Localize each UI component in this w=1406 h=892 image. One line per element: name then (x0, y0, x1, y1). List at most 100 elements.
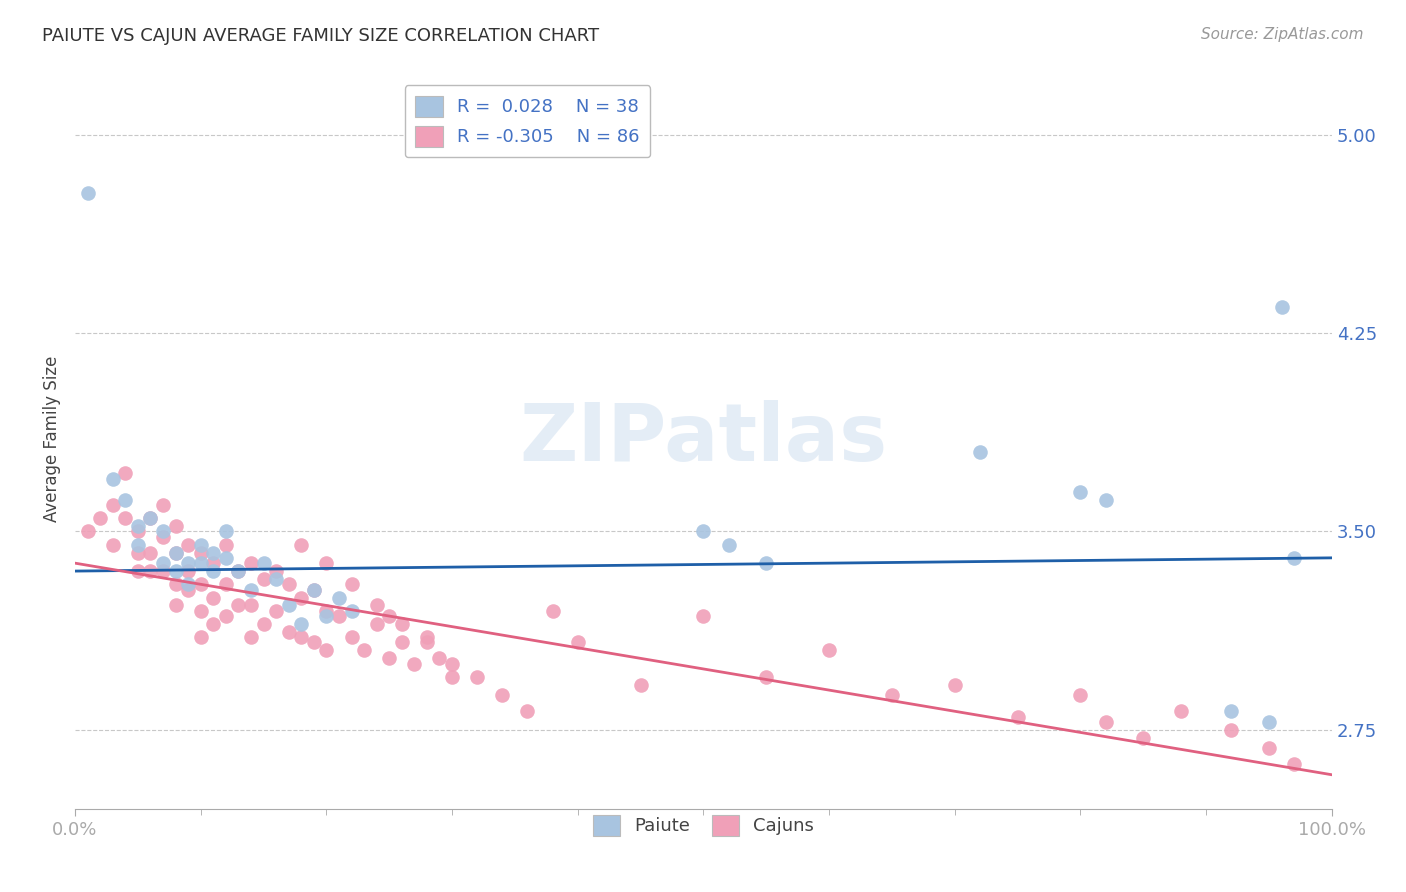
Point (1282, 550, 1305, 565)
Point (1270, 300, 1292, 314)
Point (152, 556, 174, 570)
Point (943, 678, 966, 692)
Point (302, 582, 325, 597)
Point (152, 564, 174, 578)
Point (165, 545, 187, 559)
Point (1132, 731, 1154, 745)
Point (228, 564, 250, 578)
Point (101, 498, 124, 512)
Point (215, 550, 238, 565)
Point (416, 635, 439, 649)
Point (127, 545, 149, 559)
Point (264, 564, 287, 578)
Point (190, 538, 212, 552)
Point (366, 599, 388, 613)
Point (228, 564, 250, 578)
Text: Source: ZipAtlas.com: Source: ZipAtlas.com (1201, 27, 1364, 42)
Point (202, 591, 225, 605)
Point (252, 572, 274, 586)
Point (1007, 709, 1029, 723)
Point (491, 689, 513, 703)
Point (215, 609, 238, 624)
Point (692, 524, 714, 539)
Point (315, 556, 337, 570)
Point (239, 630, 262, 644)
Text: PAIUTE VS CAJUN AVERAGE FAMILY SIZE CORRELATION CHART: PAIUTE VS CAJUN AVERAGE FAMILY SIZE CORR… (42, 27, 599, 45)
Point (1258, 714, 1281, 729)
Point (215, 577, 238, 591)
Point (190, 630, 212, 644)
Point (89, 511, 111, 525)
Point (165, 545, 187, 559)
Point (152, 530, 174, 544)
Point (630, 678, 652, 692)
Point (315, 643, 337, 657)
Point (127, 538, 149, 552)
Point (252, 556, 274, 570)
Point (1094, 714, 1116, 729)
Point (139, 511, 162, 525)
Point (416, 630, 439, 644)
Point (76, 186, 98, 200)
Point (340, 630, 363, 644)
Point (315, 609, 337, 624)
Point (880, 689, 903, 703)
Point (441, 657, 464, 671)
Point (215, 524, 238, 539)
Point (202, 617, 225, 632)
Point (391, 617, 413, 632)
Point (127, 564, 149, 578)
Point (1170, 704, 1192, 718)
Point (190, 545, 212, 559)
Point (177, 582, 200, 597)
Point (165, 519, 187, 533)
Point (177, 538, 200, 552)
Point (755, 556, 778, 570)
Point (277, 599, 299, 613)
Point (76, 524, 98, 539)
Point (139, 511, 162, 525)
Point (328, 609, 350, 624)
Point (277, 577, 299, 591)
Point (190, 556, 212, 570)
Point (165, 564, 187, 578)
Point (315, 604, 337, 618)
Point (290, 538, 312, 552)
Point (391, 635, 413, 649)
Point (165, 577, 187, 591)
Point (717, 538, 740, 552)
Point (755, 670, 778, 684)
Point (429, 651, 451, 665)
Point (366, 617, 388, 632)
Point (290, 617, 312, 632)
Point (190, 604, 212, 618)
Point (202, 556, 225, 570)
Point (302, 635, 325, 649)
Point (290, 630, 312, 644)
Point (340, 577, 363, 591)
Point (114, 511, 136, 525)
Point (177, 556, 200, 570)
Point (239, 556, 262, 570)
Point (114, 492, 136, 507)
Point (328, 591, 350, 605)
Point (264, 572, 287, 586)
Point (290, 591, 312, 605)
Point (1094, 492, 1116, 507)
Point (114, 467, 136, 481)
Point (264, 604, 287, 618)
Point (1282, 757, 1305, 772)
Point (404, 657, 426, 671)
Y-axis label: Average Family Size: Average Family Size (44, 356, 60, 522)
Point (1069, 484, 1091, 499)
Point (215, 538, 238, 552)
Point (152, 524, 174, 539)
Point (567, 635, 589, 649)
Point (277, 624, 299, 639)
Point (239, 582, 262, 597)
Point (516, 704, 538, 718)
Point (177, 564, 200, 578)
Point (252, 617, 274, 632)
Point (1220, 704, 1243, 718)
Point (202, 545, 225, 559)
